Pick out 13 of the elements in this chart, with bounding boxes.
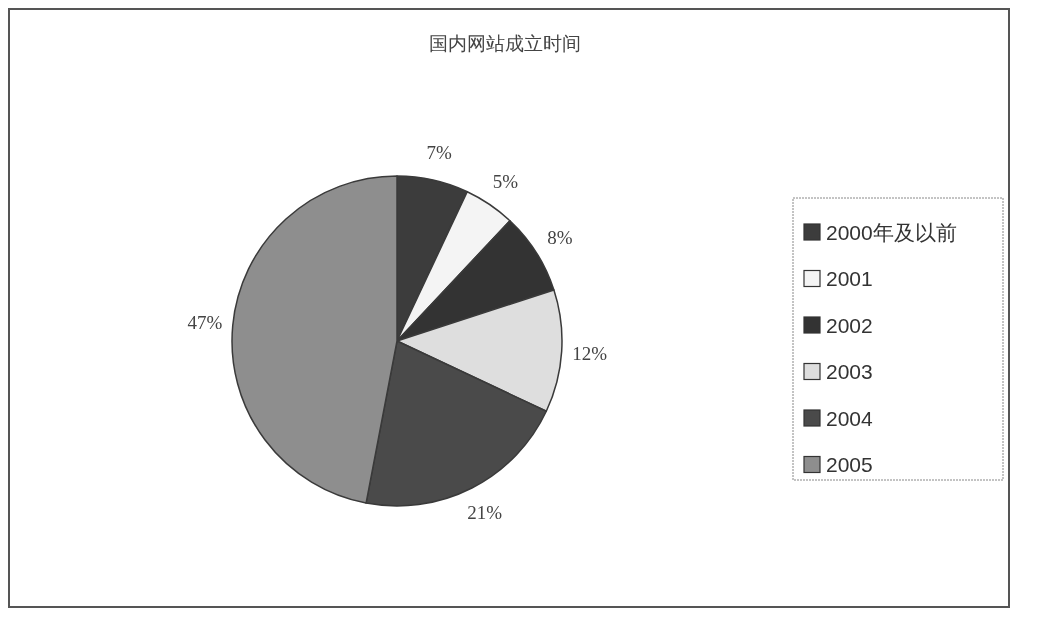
legend-label: 2004: [826, 406, 874, 430]
data-label: 7%: [426, 142, 452, 164]
data-label: 5%: [492, 170, 519, 192]
legend-label: 2001: [826, 267, 873, 290]
data-label: 12%: [572, 342, 608, 364]
legend-label: 2000年及以前: [826, 220, 957, 244]
chart-title: 国内网站成立时间: [429, 33, 581, 54]
legend-label: 2005: [826, 453, 873, 476]
legend-label: 2003: [826, 360, 873, 383]
data-label: 21%: [467, 502, 503, 524]
data-label: 47%: [187, 312, 223, 334]
data-label: 8%: [547, 227, 573, 249]
legend-label: 2002: [826, 313, 873, 337]
